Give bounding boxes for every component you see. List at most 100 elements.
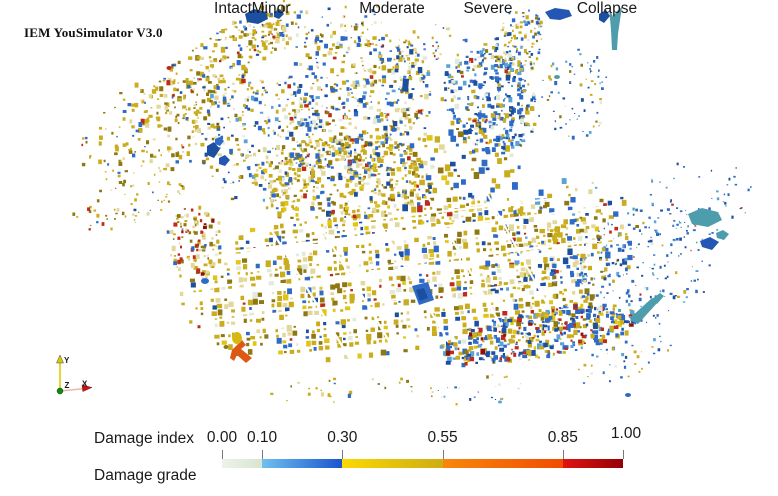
landmark-blob bbox=[166, 66, 172, 70]
legend-segment-minor bbox=[262, 459, 343, 468]
map-buildings-base bbox=[179, 113, 639, 363]
building-cluster bbox=[542, 68, 594, 131]
grade-label-minor: Minor bbox=[251, 0, 291, 17]
building-cluster bbox=[584, 209, 705, 317]
building-cluster bbox=[96, 191, 154, 224]
tick-mark bbox=[442, 450, 444, 459]
landmark-blob bbox=[215, 137, 224, 146]
building-cluster bbox=[287, 84, 294, 121]
map-landmarks bbox=[166, 7, 729, 404]
landmark-blob bbox=[652, 293, 664, 304]
z-axis-label: Z bbox=[65, 381, 70, 390]
building-cluster bbox=[582, 340, 672, 384]
y-axis-label: Y bbox=[64, 356, 70, 365]
building-cluster bbox=[469, 396, 497, 401]
legend-segment-severe bbox=[442, 459, 563, 468]
y-axis-arrow-icon bbox=[56, 354, 64, 364]
building-cluster bbox=[442, 27, 445, 29]
landmark-blob bbox=[599, 10, 610, 23]
building-cluster bbox=[383, 118, 515, 228]
landmark-blob bbox=[554, 75, 560, 79]
map-streets bbox=[178, 187, 622, 364]
tick-mark bbox=[342, 450, 344, 459]
building-cluster bbox=[173, 208, 204, 274]
street bbox=[256, 206, 354, 364]
grade-label-severe: Severe bbox=[463, 0, 513, 17]
axis-triad-icon: Y X Z bbox=[56, 354, 93, 395]
building-cluster bbox=[490, 196, 628, 292]
building-cluster bbox=[133, 208, 137, 212]
landmark-blob bbox=[688, 208, 722, 227]
building-cluster bbox=[201, 81, 327, 203]
street bbox=[304, 200, 400, 358]
building-cluster bbox=[82, 78, 215, 181]
building-cluster bbox=[494, 9, 542, 69]
street bbox=[204, 273, 609, 323]
landmark-blob bbox=[230, 340, 252, 363]
damage-index-label: Damage index bbox=[94, 430, 194, 447]
damage-map-viewport[interactable] bbox=[0, 0, 778, 430]
building-cluster bbox=[585, 212, 703, 318]
building-cluster bbox=[448, 304, 629, 364]
landmark-blob bbox=[245, 9, 268, 24]
building-cluster bbox=[441, 43, 540, 155]
building-cluster bbox=[166, 228, 222, 266]
building-cluster bbox=[134, 0, 296, 133]
landmark-blob bbox=[609, 7, 622, 50]
tick-mark bbox=[222, 450, 223, 459]
landmark-blob bbox=[223, 345, 229, 349]
building-cluster bbox=[520, 20, 543, 49]
building-cluster bbox=[437, 386, 479, 398]
street bbox=[483, 187, 559, 325]
landmark-blob bbox=[219, 155, 230, 166]
grade-label-collapse: Collapse bbox=[576, 0, 638, 17]
building-cluster bbox=[297, 378, 413, 404]
landmark-blob bbox=[274, 9, 284, 19]
building-cluster bbox=[423, 24, 437, 50]
legend-segment-collapse bbox=[562, 459, 623, 468]
app-title: IEM YouSimulator V3.0 bbox=[24, 25, 163, 40]
legend-segment-intact bbox=[222, 459, 263, 468]
landmark-blob bbox=[625, 393, 631, 397]
grade-label-intact: Intact bbox=[214, 0, 252, 17]
x-axis-arrow-icon bbox=[81, 384, 93, 392]
building-cluster bbox=[440, 43, 537, 144]
tick-label-0.55: 0.55 bbox=[427, 429, 458, 446]
building-cluster bbox=[388, 113, 521, 202]
tick-mark bbox=[623, 450, 624, 459]
x-axis-label: X bbox=[82, 380, 88, 389]
landmark-blob bbox=[700, 237, 719, 250]
landmark-blob bbox=[498, 400, 502, 404]
building-cluster bbox=[290, 379, 413, 390]
building-cluster bbox=[432, 45, 436, 58]
building-cluster bbox=[431, 375, 489, 397]
building-cluster bbox=[431, 383, 522, 398]
x-axis-line bbox=[59, 387, 86, 392]
building-cluster bbox=[552, 53, 604, 134]
building-cluster bbox=[521, 12, 539, 70]
building-cluster bbox=[110, 169, 180, 216]
street bbox=[186, 236, 622, 292]
building-cluster bbox=[194, 77, 325, 199]
building-cluster bbox=[439, 306, 635, 363]
street bbox=[178, 204, 617, 260]
landmark-blob bbox=[416, 288, 428, 301]
building-cluster bbox=[504, 69, 508, 74]
landmark-blob bbox=[207, 142, 220, 158]
building-cluster bbox=[289, 25, 418, 174]
landmark-blob bbox=[232, 332, 242, 344]
tick-mark bbox=[562, 450, 564, 459]
tick-label-1.00: 1.00 bbox=[610, 425, 642, 442]
tick-label-0.85: 0.85 bbox=[547, 429, 578, 446]
building-cluster bbox=[451, 53, 536, 145]
building-cluster bbox=[430, 375, 508, 406]
landmark-blob bbox=[630, 298, 658, 324]
landmark-blob bbox=[545, 8, 572, 20]
z-axis-origin-icon bbox=[56, 387, 64, 395]
landmark-blob bbox=[201, 278, 209, 284]
building-cluster bbox=[189, 196, 600, 356]
building-cluster bbox=[491, 374, 501, 388]
building-cluster bbox=[87, 187, 117, 231]
street bbox=[362, 194, 454, 350]
